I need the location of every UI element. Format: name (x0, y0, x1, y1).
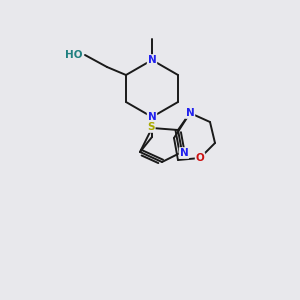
Text: O: O (196, 153, 204, 163)
Text: N: N (148, 112, 156, 122)
Text: HO: HO (64, 50, 82, 60)
Text: N: N (186, 108, 194, 118)
Text: N: N (180, 148, 188, 158)
Text: N: N (148, 55, 156, 65)
Text: S: S (147, 122, 155, 132)
